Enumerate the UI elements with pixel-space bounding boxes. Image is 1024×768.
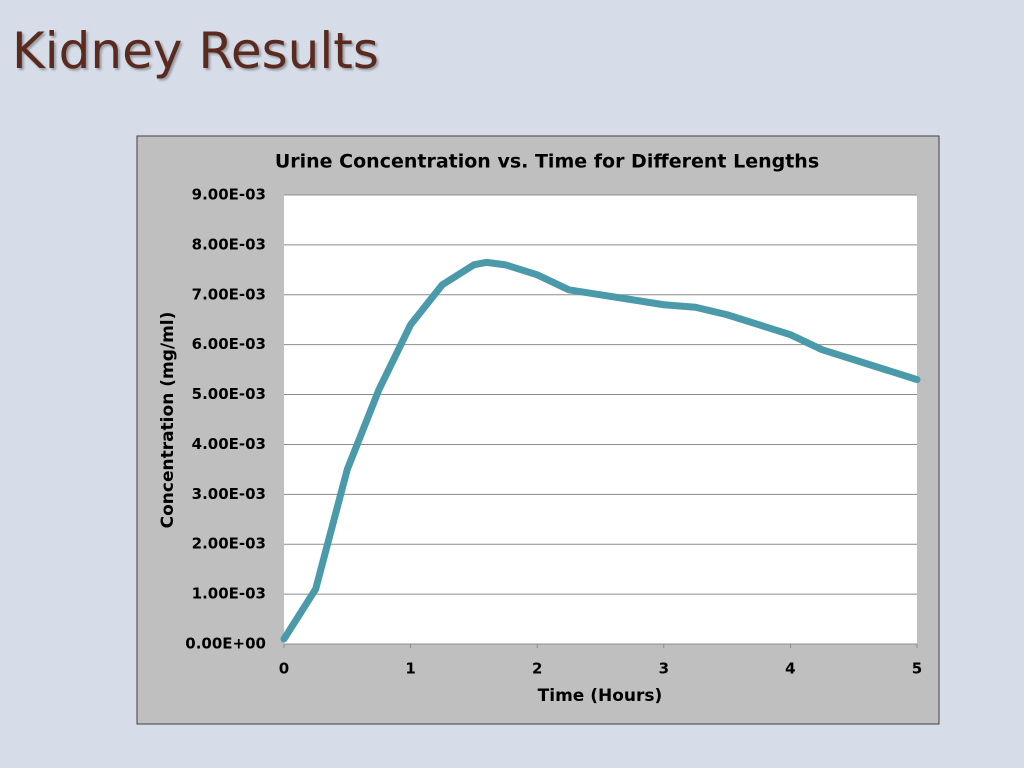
x-tick-label: 3 <box>659 660 669 678</box>
y-axis-title: Concentration (mg/ml) <box>158 312 178 529</box>
y-tick-label: 0.00E+00 <box>185 635 266 653</box>
y-tick-label: 3.00E-03 <box>192 485 266 503</box>
x-tick-label: 1 <box>405 660 415 678</box>
data-line <box>280 258 921 643</box>
slide-title: Kidney Results <box>12 22 379 80</box>
x-tick-label: 5 <box>912 660 922 678</box>
y-tick-label: 5.00E-03 <box>192 385 266 403</box>
plot-area <box>284 195 917 644</box>
y-tick-label: 4.00E-03 <box>192 435 266 453</box>
x-tick-label: 4 <box>785 660 795 678</box>
y-tick-label: 7.00E-03 <box>192 285 266 303</box>
y-tick-label: 8.00E-03 <box>192 235 266 253</box>
x-axis-title: Time (Hours) <box>538 686 663 706</box>
x-tick-label: 2 <box>532 660 542 678</box>
marks <box>280 258 921 643</box>
y-tick-label: 1.00E-03 <box>192 585 266 603</box>
chart-title: Urine Concentration vs. Time for Differe… <box>275 151 819 173</box>
y-tick-label: 9.00E-03 <box>192 186 266 204</box>
x-tick-label: 0 <box>279 660 289 678</box>
y-tick-label: 6.00E-03 <box>192 335 266 353</box>
y-tick-label: 2.00E-03 <box>192 535 266 553</box>
